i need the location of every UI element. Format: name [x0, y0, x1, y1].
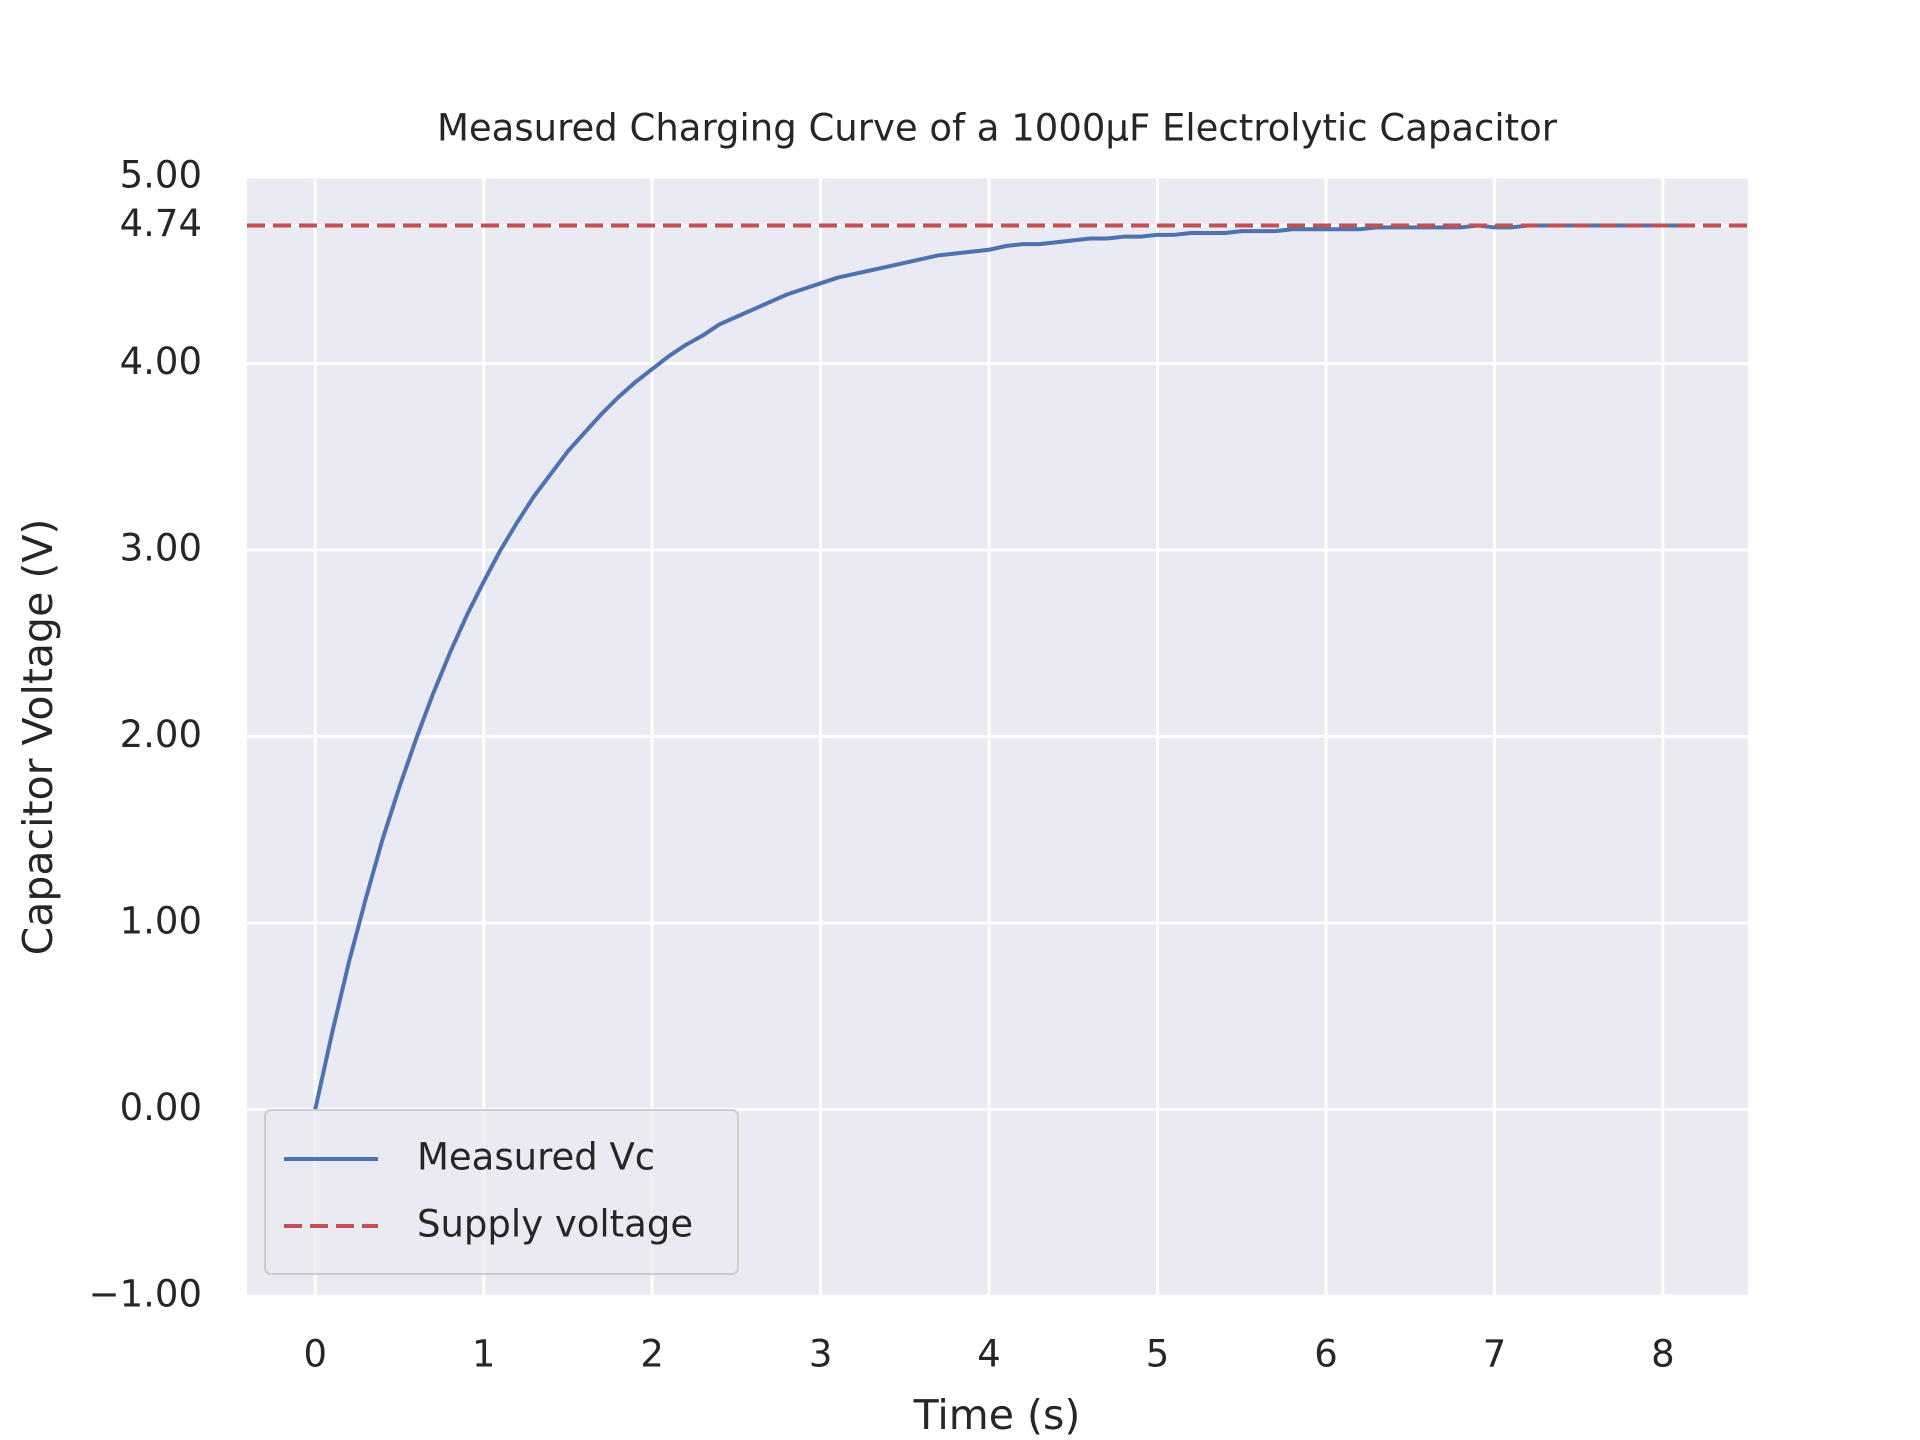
legend-label: Supply voltage	[417, 1203, 693, 1246]
y-tick-label: 2.00	[120, 713, 202, 756]
y-tick-label: 3.00	[120, 527, 202, 570]
legend: Measured Vc Supply voltage	[264, 1109, 739, 1275]
x-tick-label: 4	[977, 1333, 1001, 1376]
x-axis-label: Time (s)	[913, 1391, 1081, 1439]
y-tick-label: 0.00	[120, 1086, 202, 1129]
x-tick-label: 3	[809, 1333, 833, 1376]
y-tick-label: 4.74	[120, 202, 202, 245]
y-tick-label: −1.00	[89, 1273, 202, 1316]
x-tick-label: 1	[472, 1333, 496, 1376]
x-tick-label: 8	[1651, 1333, 1675, 1376]
marks	[247, 223, 1748, 1110]
y-tick-label: 1.00	[120, 900, 202, 943]
y-tick-label: 4.00	[120, 340, 202, 383]
x-tick-label: 6	[1314, 1333, 1338, 1376]
y-tick-label: 5.00	[120, 154, 202, 197]
legend-label: Measured Vc	[417, 1136, 655, 1179]
x-tick-label: 7	[1483, 1333, 1507, 1376]
x-tick-label: 5	[1146, 1333, 1170, 1376]
y-axis-label: Capacitor Voltage (V)	[14, 519, 62, 956]
chart-title: Measured Charging Curve of a 1000μF Elec…	[437, 107, 1558, 150]
x-tick-label: 0	[303, 1333, 327, 1376]
x-tick-label: 2	[640, 1333, 664, 1376]
legend-box	[264, 1109, 739, 1275]
